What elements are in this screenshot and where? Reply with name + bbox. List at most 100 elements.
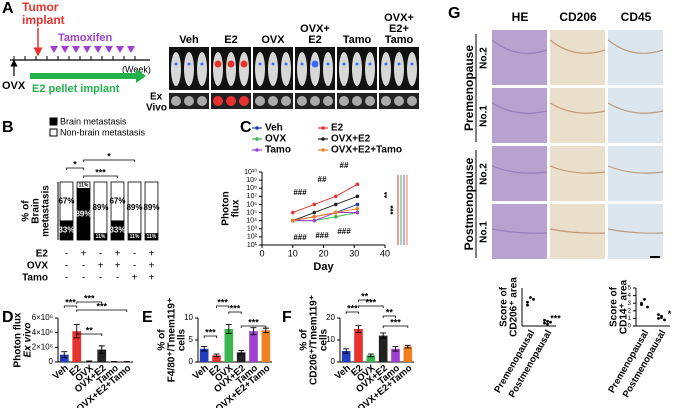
table-cell: - — [133, 249, 136, 260]
y-axis-label: flux — [231, 199, 242, 217]
y-tick-label: 6×10⁶ — [32, 313, 53, 322]
mouse — [323, 52, 333, 86]
table-cell: - — [133, 261, 136, 272]
tissue-texture — [549, 165, 606, 174]
data-point — [355, 206, 360, 211]
annotation: OVX — [2, 80, 26, 92]
y-tick-label: 1 — [628, 316, 632, 322]
mouse — [394, 52, 404, 86]
tissue-image — [550, 30, 605, 85]
significance: * — [668, 309, 672, 319]
data-point — [355, 182, 360, 187]
y-tick-label: 0 — [331, 357, 336, 366]
data-point — [526, 300, 529, 304]
signal — [326, 62, 330, 66]
y-axis-label: % of — [21, 200, 32, 222]
bar-segment — [59, 181, 74, 222]
tissue-image — [608, 88, 663, 143]
y-tick-label: 10¹⁰ — [244, 168, 257, 176]
data-point — [549, 320, 552, 324]
brain — [197, 96, 207, 106]
y-tick-label: 10⁵ — [246, 209, 257, 216]
legend-label: Veh — [265, 123, 283, 134]
legend-swatch — [49, 128, 58, 137]
significance: * — [107, 151, 111, 161]
signal — [368, 62, 372, 66]
y-axis-label: metastasis — [41, 185, 52, 237]
data-point — [643, 298, 646, 301]
tissue-image — [550, 88, 605, 143]
annotation: *** — [389, 204, 398, 214]
table-cell: - — [82, 273, 85, 284]
mouse — [239, 52, 249, 86]
error-bar — [225, 324, 232, 334]
bar — [341, 351, 351, 362]
data-point — [529, 296, 532, 299]
sig-bracket — [76, 309, 128, 312]
significance: *** — [205, 327, 216, 337]
signal — [397, 62, 401, 66]
brain — [310, 96, 320, 106]
signal — [214, 60, 222, 68]
significance: *** — [390, 317, 401, 327]
group-label: E2 — [224, 34, 237, 46]
significance: *** — [65, 297, 76, 307]
legend-marker — [321, 148, 325, 152]
significance: ** — [86, 325, 94, 335]
table-row-label: Tamo — [22, 273, 48, 284]
signal — [227, 60, 235, 68]
sig-bracket — [382, 315, 396, 318]
error-bar — [262, 327, 269, 333]
group-label: E2 — [308, 34, 321, 46]
tissue-texture — [607, 228, 664, 234]
significance: *** — [248, 317, 259, 327]
error-bar — [367, 353, 374, 358]
sig-bracket — [203, 335, 217, 338]
data-point — [355, 194, 360, 199]
series-line — [292, 183, 358, 214]
y-tick-label: 10³ — [247, 226, 258, 233]
value-label: 89% — [75, 209, 91, 218]
mouse — [197, 52, 207, 86]
arrow — [136, 69, 146, 83]
marker — [72, 46, 80, 53]
bar — [72, 331, 82, 362]
value-label: 11% — [96, 234, 106, 240]
significance: *** — [347, 303, 358, 313]
table-row-label: E2 — [36, 249, 49, 260]
y-tick-label: 5 — [189, 335, 194, 344]
sig-bracket — [63, 305, 78, 308]
error-bar — [213, 353, 220, 358]
bar — [224, 329, 234, 362]
signal — [342, 62, 346, 66]
group-label: OVX — [261, 34, 285, 46]
mouse — [255, 52, 265, 86]
marker — [116, 46, 124, 53]
group-label: OVX+ — [384, 12, 414, 24]
value-label: 67% — [109, 197, 125, 206]
pellet-bar — [30, 73, 138, 79]
sig-bracket — [358, 299, 372, 302]
brain — [297, 96, 307, 106]
scale-bar — [650, 256, 660, 258]
y-tick-label: 0 — [189, 357, 194, 366]
data-point — [546, 319, 549, 323]
signal — [258, 62, 262, 66]
brain — [226, 96, 236, 106]
annotation: ## — [340, 161, 349, 170]
brain — [255, 96, 265, 106]
data-point — [334, 202, 338, 207]
legend-label: E2 — [331, 123, 344, 134]
signal — [240, 60, 248, 68]
bar-segment — [144, 181, 159, 235]
brain — [268, 96, 278, 106]
y-tick-label: 4×10⁶ — [32, 328, 53, 337]
table-cell: + — [81, 249, 87, 260]
x-tick-label: 0 — [259, 248, 264, 258]
bar — [403, 346, 413, 362]
bar — [97, 349, 107, 362]
data-point — [657, 317, 660, 320]
y-axis-label: Brain — [31, 198, 42, 224]
panel-label: A — [2, 0, 14, 17]
tissue-image — [608, 30, 663, 85]
